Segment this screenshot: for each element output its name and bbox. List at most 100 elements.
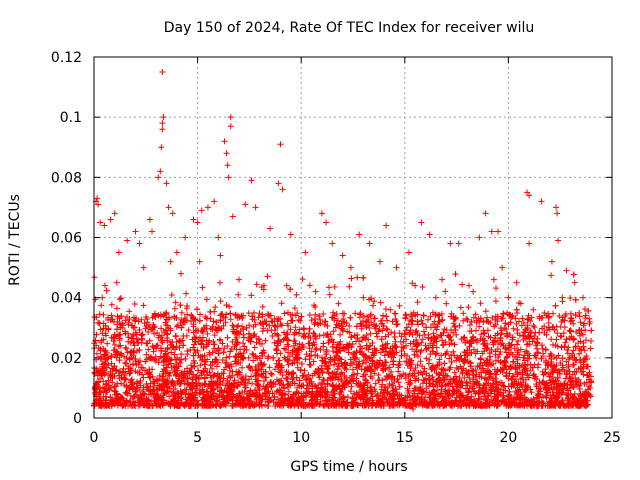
data-point — [265, 312, 272, 319]
data-point — [410, 309, 417, 316]
data-point — [465, 304, 472, 311]
data-point — [285, 357, 292, 364]
data-point — [581, 397, 588, 404]
data-point — [300, 332, 307, 339]
data-point — [518, 322, 525, 329]
data-point — [418, 317, 425, 324]
data-point — [556, 313, 563, 320]
data-point — [463, 315, 470, 322]
data-point — [181, 315, 188, 322]
data-point — [456, 378, 463, 385]
data-point — [190, 321, 197, 328]
data-point — [235, 291, 242, 298]
data-point — [287, 402, 294, 409]
data-point — [100, 378, 107, 385]
data-point — [359, 351, 366, 358]
data-point — [470, 367, 477, 374]
data-point — [528, 389, 535, 396]
data-point — [580, 343, 587, 350]
data-point — [450, 348, 457, 355]
data-point — [373, 400, 380, 407]
data-point — [420, 312, 427, 319]
data-point — [348, 360, 355, 367]
data-point — [300, 325, 307, 332]
data-point — [570, 347, 577, 354]
data-point — [132, 388, 139, 395]
data-point — [539, 325, 546, 332]
data-point — [277, 321, 284, 328]
data-point — [494, 313, 501, 320]
data-point — [557, 360, 564, 367]
data-point — [129, 322, 136, 329]
data-point — [413, 327, 420, 334]
data-point — [490, 341, 497, 348]
data-point — [446, 366, 453, 373]
data-point — [158, 337, 165, 344]
data-point — [125, 319, 132, 326]
data-point — [117, 342, 124, 349]
data-point — [383, 345, 390, 352]
data-point — [500, 389, 507, 396]
data-point — [273, 346, 280, 353]
data-point — [522, 362, 529, 369]
data-point — [576, 386, 583, 393]
data-point — [561, 324, 568, 331]
data-point — [409, 317, 416, 324]
data-point — [130, 360, 137, 367]
data-point — [543, 331, 550, 338]
data-point — [138, 336, 145, 343]
data-point — [499, 315, 506, 322]
data-point — [284, 398, 291, 405]
data-point — [423, 355, 430, 362]
data-point — [259, 313, 266, 320]
data-point — [581, 306, 588, 313]
data-point — [551, 326, 558, 333]
data-point — [355, 338, 362, 345]
data-point — [112, 383, 119, 390]
data-point — [586, 369, 593, 376]
data-point — [566, 335, 573, 342]
data-point — [448, 359, 455, 366]
data-point — [545, 314, 552, 321]
data-point — [275, 337, 282, 344]
data-point — [191, 346, 198, 353]
data-point — [439, 342, 446, 349]
data-point — [517, 346, 524, 353]
data-point — [194, 382, 201, 389]
data-point — [567, 310, 574, 317]
data-point — [104, 355, 111, 362]
data-point — [305, 371, 312, 378]
data-point — [524, 350, 531, 357]
data-point — [365, 336, 372, 343]
data-point — [362, 392, 369, 399]
data-point — [438, 365, 445, 372]
data-point — [497, 341, 504, 348]
data-point — [273, 399, 280, 406]
data-point — [159, 337, 166, 344]
data-point — [280, 400, 287, 407]
data-point — [140, 384, 147, 391]
data-point — [367, 367, 374, 374]
data-point — [472, 311, 479, 318]
data-point — [582, 355, 589, 362]
data-point — [116, 296, 123, 303]
data-point — [221, 366, 228, 373]
data-point — [398, 373, 405, 380]
data-point — [531, 324, 538, 331]
data-point — [203, 343, 210, 350]
data-point — [239, 323, 246, 330]
data-point — [389, 373, 396, 380]
data-point — [485, 363, 492, 370]
data-point — [132, 368, 139, 375]
data-point — [122, 344, 129, 351]
data-point — [140, 390, 147, 397]
data-point — [580, 322, 587, 329]
data-point — [407, 377, 414, 384]
data-point — [450, 375, 457, 382]
data-point — [455, 402, 462, 409]
data-point — [247, 334, 254, 341]
data-point — [376, 360, 383, 367]
data-point — [309, 388, 316, 395]
data-point — [306, 375, 313, 382]
data-point — [411, 373, 418, 380]
